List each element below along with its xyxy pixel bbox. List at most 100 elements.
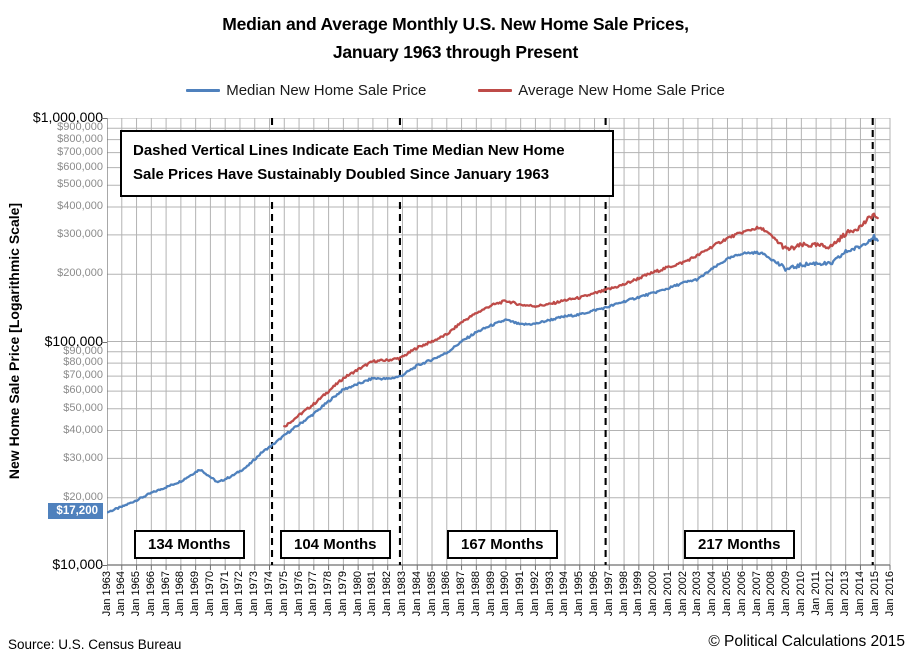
y-axis-labels: $1,000,000 $900,000 $800,000 $700,000 $600,0… [0,0,107,661]
doubling-note-line2: Sale Prices Have Sustainably Doubled Sin… [133,166,550,184]
y-tick-label: $600,000 [57,160,103,173]
y-tick-label: $70,000 [63,369,103,382]
average-price-line [283,212,879,428]
x-tick-label: Jan 1967 [159,571,172,617]
x-tick-label: Jan 2008 [765,571,778,617]
y-tick-label: $900,000 [57,121,103,134]
x-tick-label: Jan 2001 [661,571,674,617]
y-tick-label: $400,000 [57,200,103,213]
x-tick-label: Jan 1969 [189,571,202,617]
y-tick-label: $60,000 [63,384,103,397]
x-tick-label: Jan 2006 [735,571,748,617]
x-tick-label: Jan 1979 [336,571,349,617]
x-tick-label: Jan 2010 [794,571,807,617]
x-tick-label: Jan 1974 [263,571,275,617]
x-tick-label: Jan 1989 [484,571,497,617]
x-tick-label: Jan 1996 [588,571,601,617]
x-tick-label: Jan 1998 [617,571,630,617]
x-tick-label: Jan 1976 [292,571,305,617]
x-tick-label: Jan 1963 [100,571,113,617]
y-tick-label: $50,000 [63,401,103,414]
legend-label-average: Average New Home Sale Price [518,82,725,99]
legend: Median New Home Sale Price Average New H… [0,82,911,99]
x-tick-label: Jan 2002 [676,571,689,617]
y-tick-label: $40,000 [63,423,103,436]
doubling-months-label: 167 Months [447,530,558,559]
x-tick-label: Jan 2012 [824,571,837,617]
x-tick-label: Jan 1970 [203,571,216,617]
x-tick-label: Jan 1968 [174,571,187,617]
legend-label-median: Median New Home Sale Price [226,82,427,99]
chart-title: Median and Average Monthly U.S. New Home… [0,10,911,66]
y-tick-label: $10,000 [52,556,103,573]
x-tick-label: Jan 2005 [720,571,733,617]
x-tick-label: Jan 2004 [706,571,719,617]
x-tick-label: Jan 1991 [514,571,527,617]
x-tick-label: Jan 1982 [381,571,394,617]
y-tick-label: $80,000 [63,356,103,369]
doubling-note-line1: Dashed Vertical Lines Indicate Each Time… [133,142,565,159]
first-median-price-badge: $17,200 [48,503,103,520]
median-line-swatch [186,88,221,93]
x-tick-label: Jan 1977 [307,571,320,617]
x-tick-label: Jan 1965 [130,571,143,617]
y-axis-tick-mark [101,341,107,343]
x-tick-label: Jan 1980 [351,571,364,617]
y-tick-label: $20,000 [63,490,103,503]
x-tick-label: Jan 1971 [218,571,231,617]
y-axis-tick-mark [101,118,107,119]
x-tick-label: Jan 1966 [144,571,157,617]
legend-item-median: Median New Home Sale Price [186,82,426,99]
source-text: Source: U.S. Census Bureau [8,637,182,652]
x-tick-label: Jan 1992 [528,571,541,617]
y-tick-label: $800,000 [57,132,103,145]
legend-item-average: Average New Home Sale Price [478,82,725,99]
average-line-swatch [478,88,513,93]
x-tick-label: Jan 2013 [839,571,852,617]
x-tick-label: Jan 1994 [558,571,571,617]
x-tick-label: Jan 1983 [395,571,408,617]
y-tick-label: $30,000 [63,451,103,464]
x-tick-label: Jan 1978 [322,571,335,617]
y-axis-tick-mark [101,565,107,566]
x-tick-label: Jan 1995 [573,571,586,617]
x-tick-label: Jan 2003 [691,571,704,617]
y-tick-label: $500,000 [57,178,103,191]
x-tick-label: Jan 1997 [602,571,615,617]
x-tick-label: Jan 1990 [499,571,512,617]
chart-title-line2: January 1963 through Present [332,42,579,62]
x-tick-label: Jan 1986 [440,571,453,617]
x-tick-label: Jan 1973 [248,571,261,617]
y-tick-label: $300,000 [57,228,103,241]
x-tick-label: Jan 1985 [425,571,438,617]
copyright-text: © Political Calculations 2015 [708,633,905,650]
x-tick-label: Jan 1964 [115,571,128,617]
y-tick-label: $200,000 [57,267,103,280]
x-tick-label: Jan 2009 [780,571,793,617]
y-tick-label: $90,000 [63,344,103,357]
x-tick-label: Jan 1981 [366,571,379,617]
x-tick-label: Jan 1972 [233,571,246,617]
y-tick-label: $100,000 [44,332,103,349]
x-tick-label: Jan 2000 [647,571,660,617]
doubling-note-box: Dashed Vertical Lines Indicate Each Time… [120,130,614,197]
doubling-months-label: 104 Months [280,530,391,559]
x-tick-label: Jan 2016 [883,571,896,617]
y-tick-label: $700,000 [57,145,103,158]
x-tick-label: Jan 1993 [543,571,556,617]
doubling-months-label: 217 Months [684,530,795,559]
median-price-line [105,233,879,514]
x-tick-label: Jan 1987 [455,571,468,617]
x-tick-label: Jan 1984 [410,571,423,617]
x-tick-label: Jan 2007 [750,571,763,617]
x-tick-label: Jan 2011 [809,571,822,616]
x-tick-label: Jan 1975 [277,571,290,617]
x-tick-label: Jan 2015 [868,571,881,617]
y-tick-label: $1,000,000 [32,109,103,126]
x-tick-label: Jan 2014 [853,571,866,617]
x-tick-label: Jan 1999 [632,571,645,617]
doubling-months-label: 134 Months [134,530,245,559]
chart-title-line1: Median and Average Monthly U.S. New Home… [222,14,689,34]
